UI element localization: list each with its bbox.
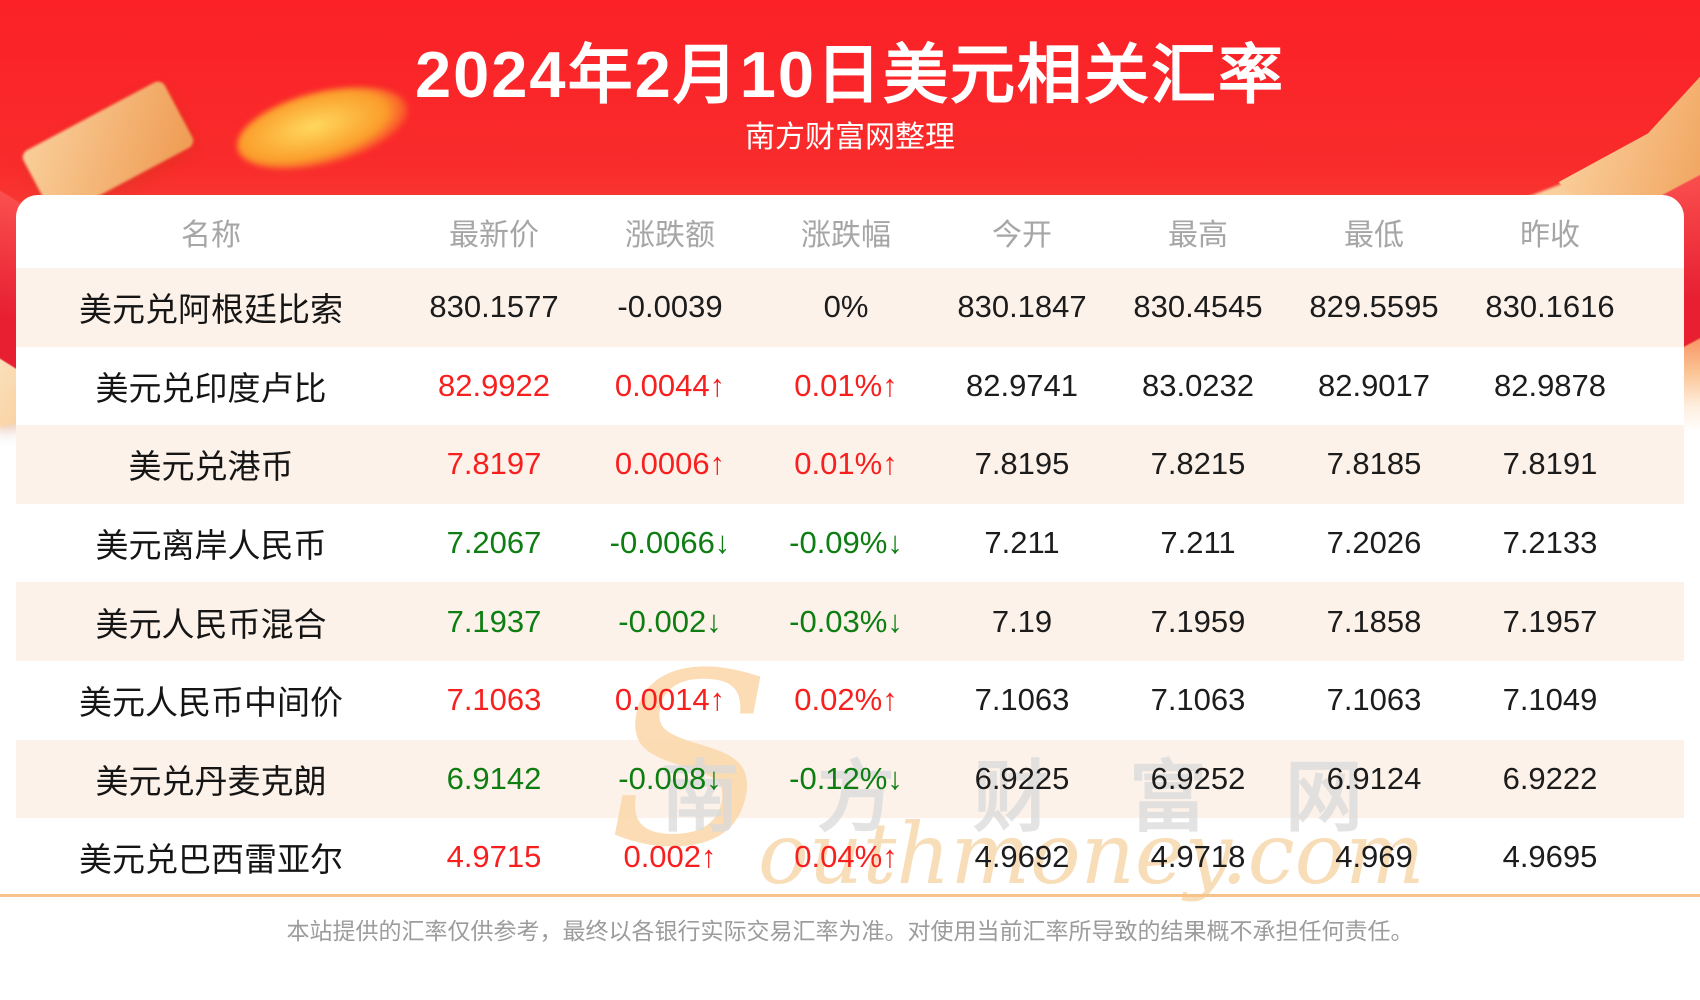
prev-close: 6.9222 bbox=[1502, 760, 1598, 796]
change-percent: 0.01%↑ bbox=[794, 367, 898, 403]
change-percent: -0.12%↓ bbox=[789, 760, 903, 796]
disclaimer-text: 本站提供的汇率仅供参考，最终以各银行实际交易汇率为准。对使用当前汇率所导致的结果… bbox=[286, 918, 1414, 944]
column-header: 今开 bbox=[992, 218, 1052, 252]
high-price: 7.1063 bbox=[1150, 682, 1246, 718]
column-header: 最新价 bbox=[449, 218, 539, 252]
table-header-row: 名称 最新价 涨跌额 涨跌幅 今开 最高 最低 昨收 bbox=[16, 195, 1684, 268]
page-subtitle: 南方财富网整理 bbox=[745, 121, 955, 154]
change-percent: -0.09%↓ bbox=[789, 525, 903, 561]
footer-divider bbox=[0, 894, 1700, 897]
prev-close: 7.1049 bbox=[1502, 682, 1598, 718]
high-price: 7.8215 bbox=[1150, 446, 1246, 482]
change-amount: -0.008↓ bbox=[618, 760, 722, 796]
pair-name: 美元兑阿根廷比索 bbox=[79, 291, 343, 329]
open-price: 4.9692 bbox=[974, 839, 1070, 875]
open-price: 82.9741 bbox=[965, 367, 1079, 403]
change-amount: 0.002↑ bbox=[623, 839, 717, 875]
high-price: 83.0232 bbox=[1141, 367, 1255, 403]
table-row: 美元兑印度卢比 82.9922 0.0044↑ 0.01%↑ 82.9741 83.023… bbox=[16, 347, 1684, 426]
prev-close: 7.8191 bbox=[1502, 446, 1598, 482]
pair-name: 美元兑港币 bbox=[128, 448, 294, 486]
latest-price: 82.9922 bbox=[437, 367, 551, 403]
prev-close: 830.1616 bbox=[1485, 289, 1615, 325]
prev-close: 7.2133 bbox=[1502, 525, 1598, 561]
latest-price: 6.9142 bbox=[446, 760, 542, 796]
table-body: 美元兑阿根廷比索 830.1577 -0.0039 0% 830.1847 830.454… bbox=[16, 268, 1684, 897]
low-price: 7.1858 bbox=[1326, 603, 1422, 639]
change-percent: -0.03%↓ bbox=[789, 603, 903, 639]
open-price: 6.9225 bbox=[974, 760, 1070, 796]
pair-name: 美元人民币中间价 bbox=[79, 684, 343, 722]
change-amount: -0.0039 bbox=[617, 289, 723, 325]
table-row: 美元人民币混合 7.1937 -0.002↓ -0.03%↓ 7.19 7.1959 7.1… bbox=[16, 582, 1684, 661]
open-price: 7.8195 bbox=[974, 446, 1070, 482]
open-price: 7.211 bbox=[984, 525, 1060, 561]
column-header: 涨跌额 bbox=[625, 218, 715, 252]
change-percent: 0.02%↑ bbox=[794, 682, 898, 718]
low-price: 82.9017 bbox=[1317, 367, 1431, 403]
change-percent: 0.04%↑ bbox=[794, 839, 898, 875]
high-price: 7.1959 bbox=[1150, 603, 1246, 639]
low-price: 7.8185 bbox=[1326, 446, 1422, 482]
table-row: 美元兑阿根廷比索 830.1577 -0.0039 0% 830.1847 830.454… bbox=[16, 268, 1684, 347]
latest-price: 7.1937 bbox=[446, 603, 542, 639]
page-title: 2024年2月10日美元相关汇率 bbox=[414, 38, 1286, 111]
column-header: 最高 bbox=[1168, 218, 1228, 252]
high-price: 830.4545 bbox=[1133, 289, 1263, 325]
table-row: 美元离岸人民币 7.2067 -0.0066↓ -0.09%↓ 7.211 7.211 7.… bbox=[16, 504, 1684, 583]
column-header: 名称 bbox=[181, 218, 241, 252]
change-percent: 0.01%↑ bbox=[794, 446, 898, 482]
open-price: 830.1847 bbox=[957, 289, 1087, 325]
low-price: 7.1063 bbox=[1326, 682, 1422, 718]
latest-price: 7.1063 bbox=[446, 682, 542, 718]
high-price: 6.9252 bbox=[1150, 760, 1246, 796]
low-price: 829.5595 bbox=[1309, 289, 1439, 325]
pair-name: 美元兑印度卢比 bbox=[95, 369, 327, 407]
pair-name: 美元人民币混合 bbox=[95, 605, 327, 643]
latest-price: 7.2067 bbox=[446, 525, 542, 561]
table-row: 美元人民币中间价 7.1063 0.0014↑ 0.02%↑ 7.1063 7.1063 7… bbox=[16, 661, 1684, 740]
open-price: 7.1063 bbox=[974, 682, 1070, 718]
latest-price: 830.1577 bbox=[429, 289, 559, 325]
latest-price: 4.9715 bbox=[446, 839, 542, 875]
low-price: 6.9124 bbox=[1326, 760, 1422, 796]
column-header: 昨收 bbox=[1520, 218, 1580, 252]
pair-name: 美元兑巴西雷亚尔 bbox=[79, 841, 343, 879]
change-amount: 0.0014↑ bbox=[614, 682, 726, 718]
prev-close: 7.1957 bbox=[1502, 603, 1598, 639]
column-header: 涨跌幅 bbox=[801, 218, 891, 252]
table-row: 美元兑丹麦克朗 6.9142 -0.008↓ -0.12%↓ 6.9225 6.9252 6… bbox=[16, 739, 1684, 819]
change-percent: 0% bbox=[823, 289, 869, 325]
rates-table: 名称 最新价 涨跌额 涨跌幅 今开 最高 最低 昨收 美元兑阿根廷比索 830.1577 -0.0… bbox=[16, 195, 1684, 903]
change-amount: -0.0066↓ bbox=[609, 525, 731, 561]
column-header: 最低 bbox=[1344, 218, 1404, 252]
pair-name: 美元离岸人民币 bbox=[95, 527, 327, 565]
high-price: 4.9718 bbox=[1150, 839, 1246, 875]
high-price: 7.211 bbox=[1160, 525, 1236, 561]
table-row: 美元兑港币 7.8197 0.0006↑ 0.01%↑ 7.8195 7.8215 7.81… bbox=[16, 425, 1684, 504]
change-amount: 0.0044↑ bbox=[614, 367, 726, 403]
change-amount: 0.0006↑ bbox=[614, 446, 726, 482]
table-row: 美元兑巴西雷亚尔 4.9715 0.002↑ 0.04%↑ 4.9692 4.9718 4.… bbox=[16, 818, 1684, 897]
latest-price: 7.8197 bbox=[446, 446, 542, 482]
open-price: 7.19 bbox=[991, 603, 1053, 639]
change-amount: -0.002↓ bbox=[618, 603, 722, 639]
low-price: 4.969 bbox=[1335, 839, 1413, 875]
prev-close: 82.9878 bbox=[1493, 367, 1607, 403]
low-price: 7.2026 bbox=[1326, 525, 1422, 561]
pair-name: 美元兑丹麦克朗 bbox=[95, 762, 327, 800]
prev-close: 4.9695 bbox=[1502, 839, 1598, 875]
